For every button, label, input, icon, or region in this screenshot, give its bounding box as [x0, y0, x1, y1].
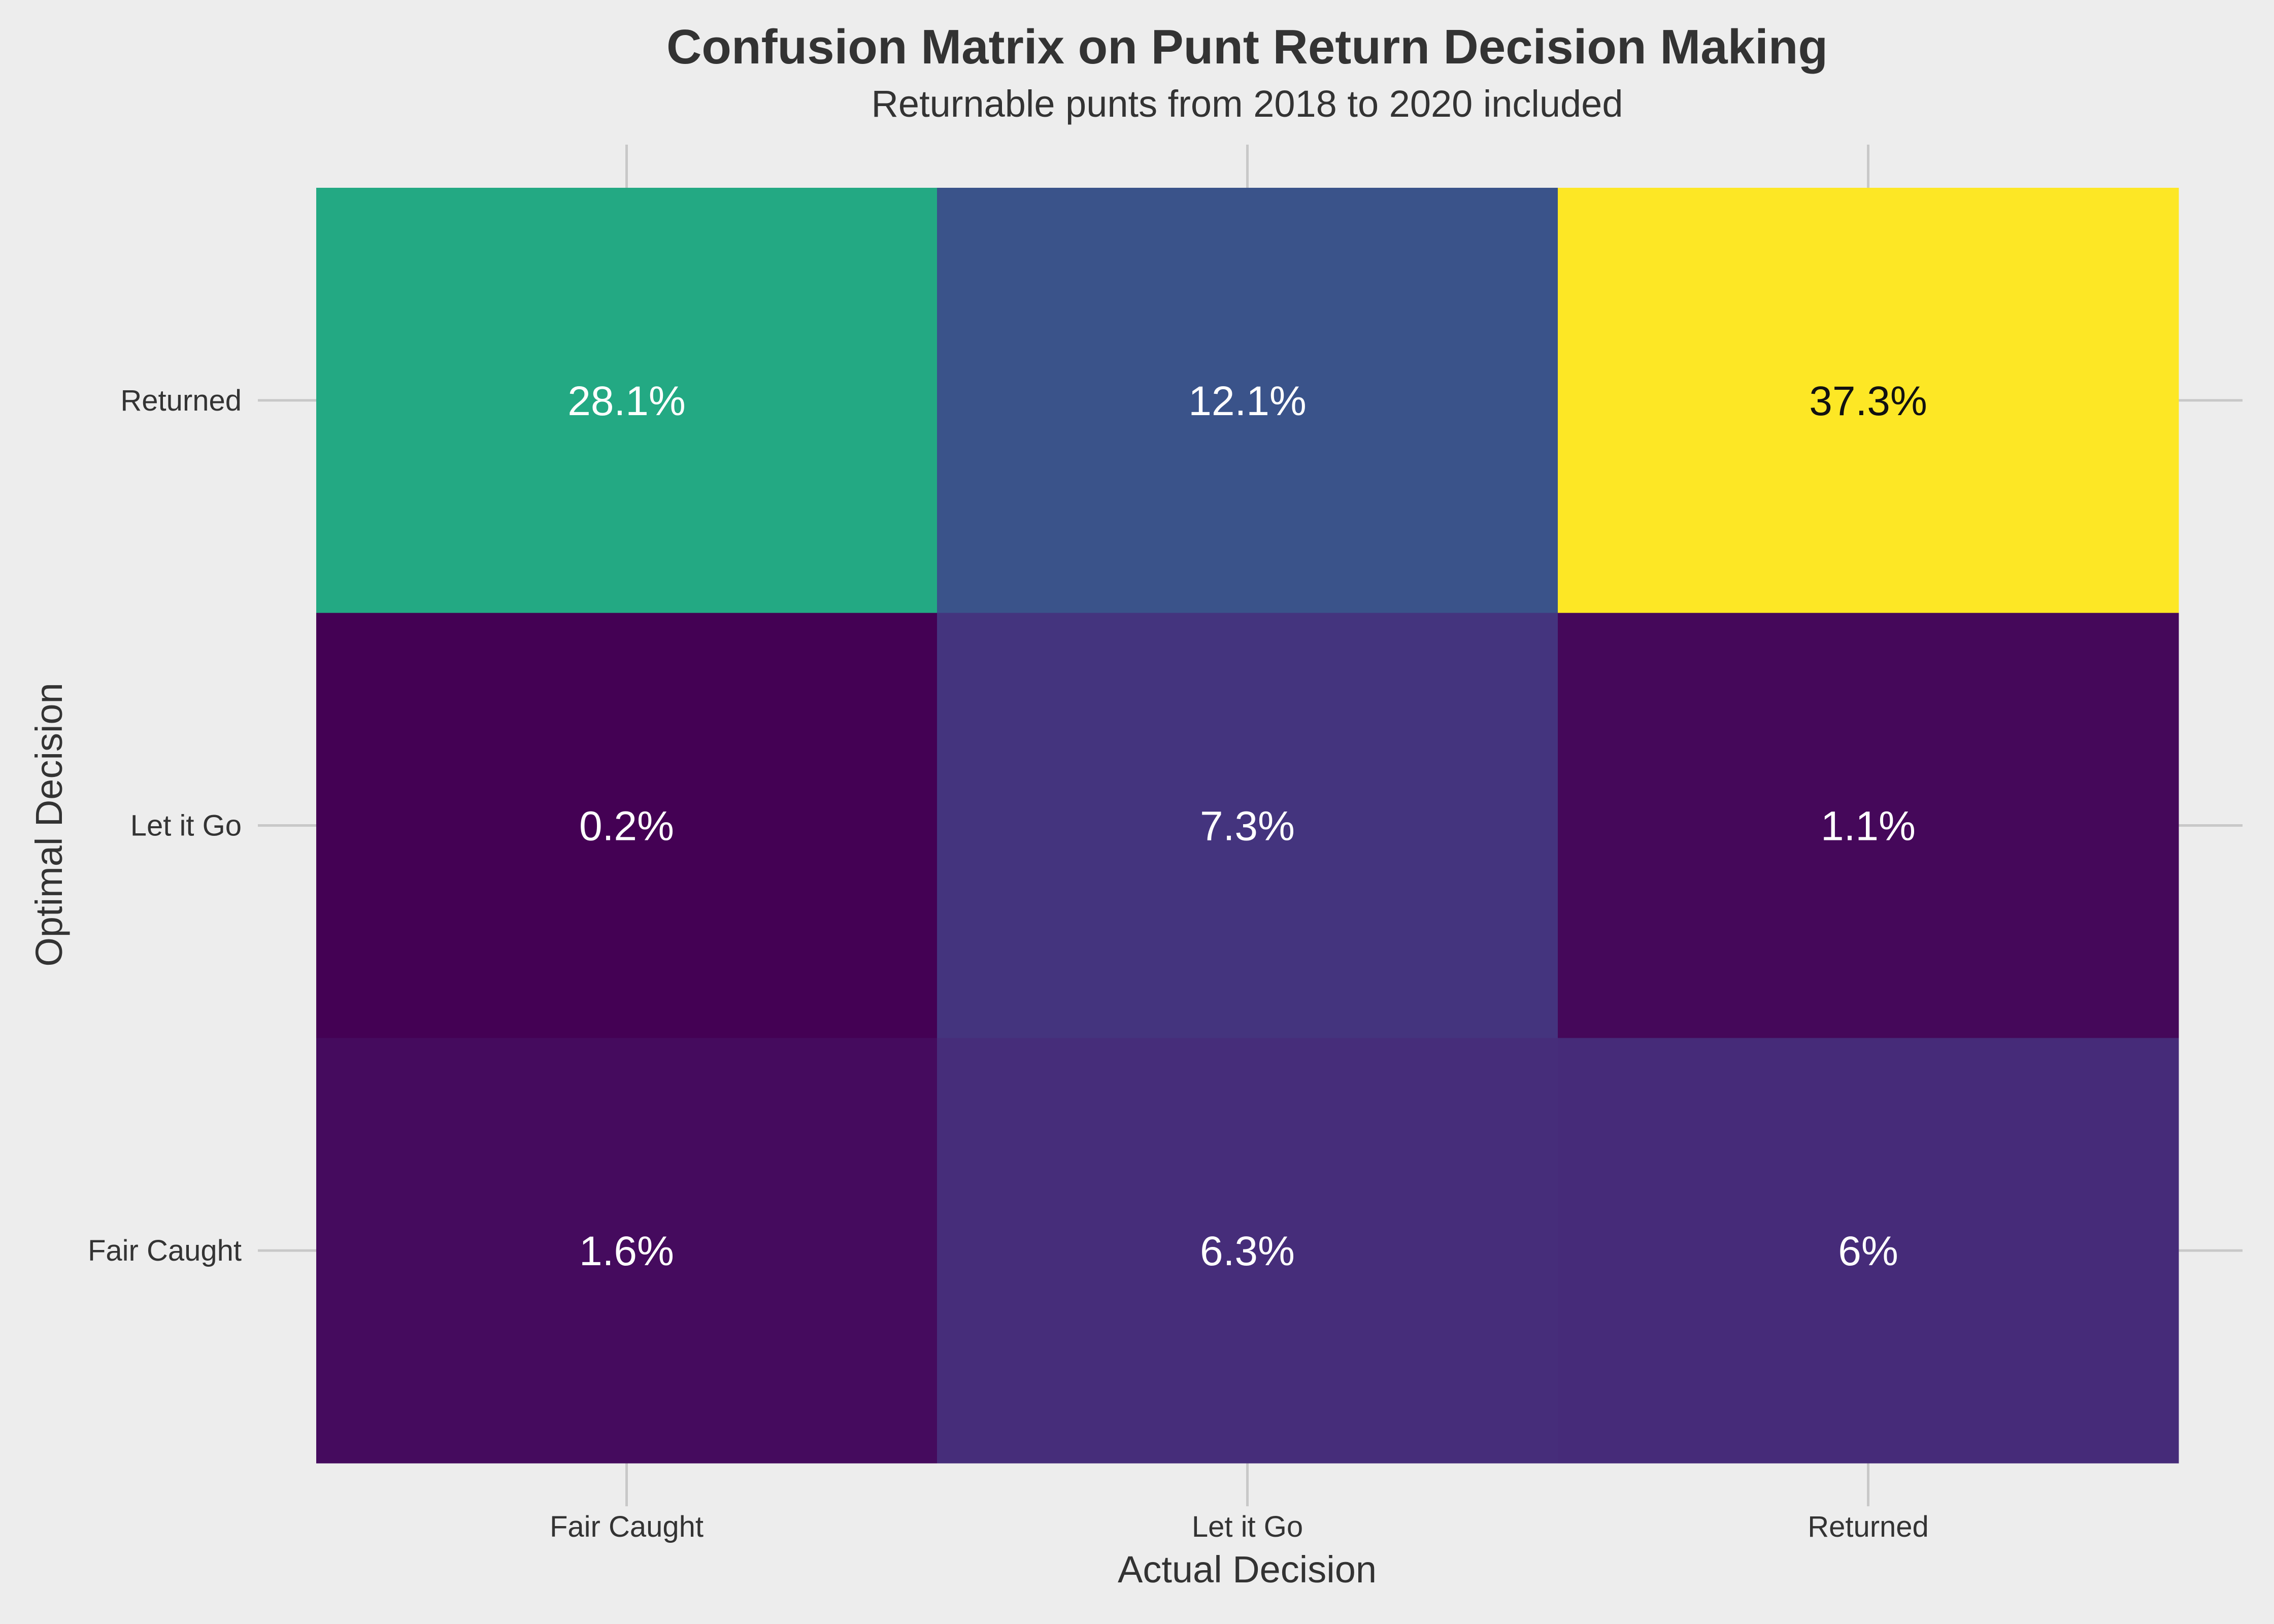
- heatmap-cell: [316, 1038, 938, 1464]
- chart-subtitle: Returnable punts from 2018 to 2020 inclu…: [871, 83, 1623, 125]
- heatmap-cell: [937, 613, 1558, 1038]
- chart-title: Confusion Matrix on Punt Return Decision…: [666, 20, 1828, 74]
- cell-value-label: 28.1%: [567, 378, 686, 424]
- heatmap-cells: [316, 188, 2179, 1464]
- cell-value-label: 6%: [1838, 1228, 1898, 1274]
- y-tick-label: Returned: [120, 384, 242, 417]
- y-axis-title: Optimal Decision: [28, 683, 70, 966]
- x-tick-label: Returned: [1808, 1510, 1929, 1543]
- x-axis-title: Actual Decision: [1118, 1548, 1377, 1591]
- y-tick-label: Fair Caught: [88, 1234, 242, 1267]
- cell-value-label: 1.1%: [1821, 803, 1916, 850]
- heatmap-cell: [316, 188, 938, 614]
- y-axis-ticks: Returned Let it Go Fair Caught: [88, 384, 242, 1267]
- cell-value-label: 12.1%: [1188, 378, 1307, 424]
- heatmap-cell: [1558, 188, 2179, 614]
- cell-value-label: 6.3%: [1200, 1228, 1295, 1274]
- cell-value-label: 37.3%: [1809, 378, 1927, 424]
- heatmap-cell: [1558, 1038, 2179, 1464]
- cell-value-label: 1.6%: [579, 1228, 674, 1274]
- x-axis-ticks: Fair Caught Let it Go Returned: [550, 1510, 1929, 1543]
- cell-value-label: 7.3%: [1200, 803, 1295, 850]
- cell-value-label: 0.2%: [579, 803, 674, 850]
- y-tick-label: Let it Go: [130, 809, 242, 842]
- heatmap-cell: [1558, 613, 2179, 1038]
- cell-labels: 28.1% 12.1% 37.3% 0.2% 7.3% 1.1% 1.6% 6.3% 6%: [567, 378, 1927, 1274]
- heatmap-cell: [937, 1038, 1558, 1464]
- x-tick-label: Fair Caught: [550, 1510, 704, 1543]
- heatmap-cell: [937, 188, 1558, 614]
- x-tick-label: Let it Go: [1192, 1510, 1303, 1543]
- heatmap-cell: [316, 613, 938, 1038]
